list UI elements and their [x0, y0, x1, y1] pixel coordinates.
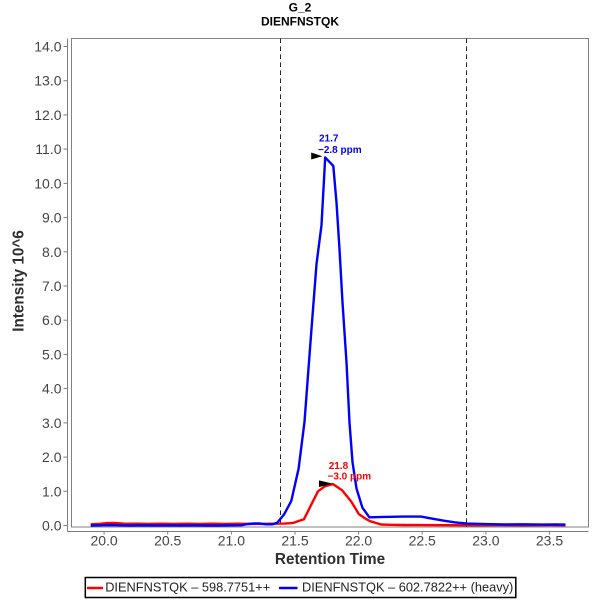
svg-text:8.0: 8.0	[42, 244, 62, 260]
svg-text:−3.0 ppm: −3.0 ppm	[328, 472, 372, 483]
svg-text:14.0: 14.0	[34, 39, 61, 55]
svg-text:13.0: 13.0	[34, 73, 61, 89]
svg-text:20.5: 20.5	[154, 533, 181, 549]
svg-text:21.7: 21.7	[319, 134, 339, 145]
svg-text:5.0: 5.0	[42, 346, 62, 362]
svg-text:23.0: 23.0	[472, 533, 499, 549]
svg-text:6.0: 6.0	[42, 312, 62, 328]
svg-text:DIENFNSTQK – 598.7751++: DIENFNSTQK – 598.7751++	[105, 579, 270, 594]
svg-text:10.0: 10.0	[34, 175, 61, 191]
svg-text:9.0: 9.0	[42, 210, 62, 226]
svg-text:DIENFNSTQK – 602.7822++ (heavy: DIENFNSTQK – 602.7822++ (heavy)	[302, 579, 513, 594]
svg-text:21.8: 21.8	[329, 461, 349, 472]
svg-text:G_2: G_2	[289, 1, 312, 15]
svg-text:3.0: 3.0	[42, 415, 62, 431]
svg-text:0.0: 0.0	[42, 518, 62, 534]
svg-text:2.0: 2.0	[42, 449, 62, 465]
svg-text:1.0: 1.0	[42, 483, 62, 499]
svg-text:4.0: 4.0	[42, 381, 62, 397]
svg-text:11.0: 11.0	[35, 141, 61, 157]
svg-text:20.0: 20.0	[90, 533, 117, 549]
svg-text:12.0: 12.0	[34, 107, 61, 123]
svg-text:Intensity 10^6: Intensity 10^6	[11, 230, 28, 332]
svg-text:21.0: 21.0	[218, 533, 245, 549]
svg-text:21.5: 21.5	[281, 533, 308, 549]
svg-text:−2.8 ppm: −2.8 ppm	[318, 145, 362, 156]
svg-text:23.5: 23.5	[536, 533, 563, 549]
svg-text:22.0: 22.0	[345, 533, 372, 549]
svg-text:Retention Time: Retention Time	[275, 551, 385, 568]
svg-text:7.0: 7.0	[42, 278, 62, 294]
svg-text:DIENFNSTQK: DIENFNSTQK	[261, 14, 339, 28]
svg-text:22.5: 22.5	[409, 533, 436, 549]
